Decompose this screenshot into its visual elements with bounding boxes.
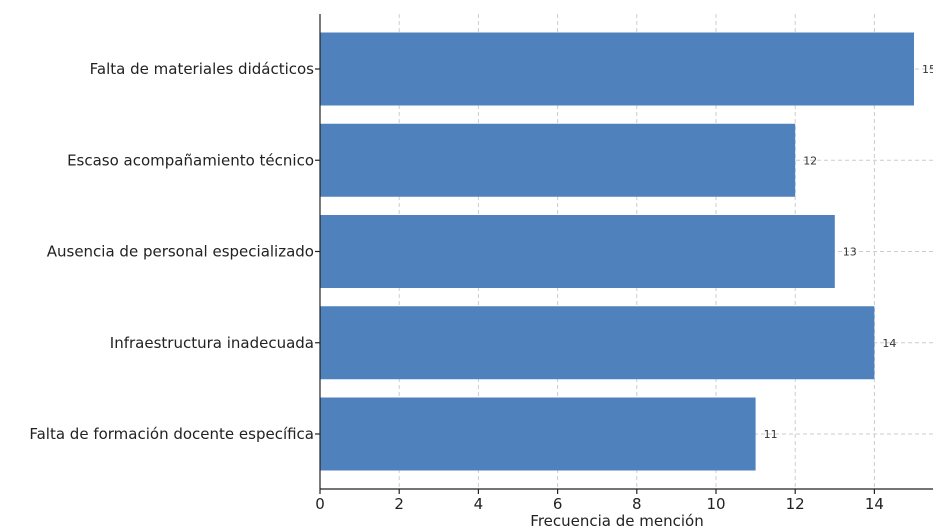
data-label: 15: [922, 63, 933, 76]
x-tick-label: 12: [786, 495, 805, 513]
bar: [320, 306, 875, 380]
x-tick-label: 6: [553, 495, 563, 513]
x-tick-label: 2: [394, 495, 404, 513]
bar: [320, 123, 796, 197]
data-label: 11: [764, 428, 778, 441]
category-label: Escaso acompañamiento técnico: [67, 151, 314, 169]
data-label: 13: [843, 246, 857, 259]
x-tick-label: 14: [865, 495, 884, 513]
data-label: 14: [882, 337, 896, 350]
bar: [320, 397, 756, 471]
bars: [320, 32, 914, 471]
labels: 0 2 4 6 8 10 12 14 Falta de materiales didáctico…: [29, 60, 933, 513]
category-label: Falta de formación docente específica: [29, 425, 314, 443]
x-axis-title: Frecuencia de mención: [530, 512, 703, 530]
bar: [320, 215, 835, 288]
x-tick-label: 8: [632, 495, 642, 513]
x-tick-label: 10: [706, 495, 725, 513]
category-label: Infraestructura inadecuada: [110, 334, 314, 352]
bar: [320, 32, 914, 106]
category-label: Falta de materiales didácticos: [90, 60, 315, 78]
x-tick-label: 0: [315, 495, 325, 513]
data-label: 12: [803, 154, 817, 167]
x-tick-label: 4: [474, 495, 484, 513]
category-label: Ausencia de personal especializado: [47, 243, 314, 261]
